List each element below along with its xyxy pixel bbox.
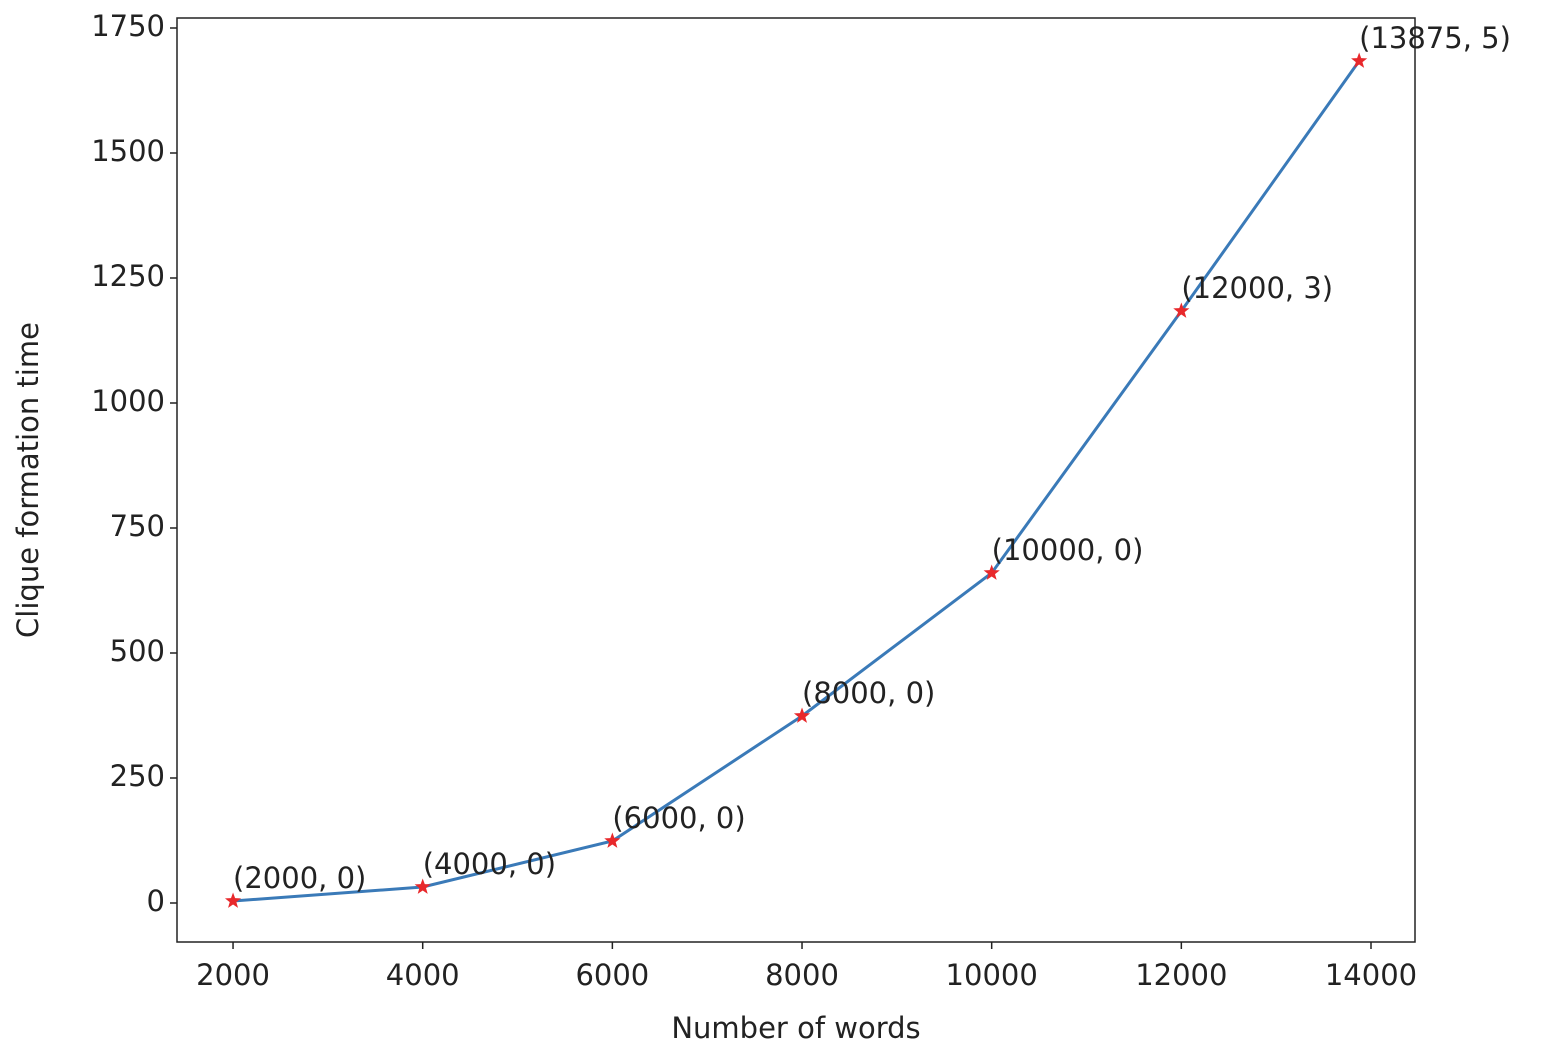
annotation: (12000, 3) [1181, 271, 1333, 305]
annotation: (6000, 0) [612, 801, 745, 835]
x-tick-label: 10000 [946, 958, 1038, 992]
y-tick-label: 1500 [91, 134, 165, 168]
annotation: (10000, 0) [992, 533, 1144, 567]
x-tick-label: 6000 [575, 958, 649, 992]
x-tick-label: 8000 [765, 958, 839, 992]
y-axis-label: Clique formation time [11, 322, 45, 638]
y-tick-label: 1000 [91, 384, 165, 418]
star-marker [1351, 52, 1368, 68]
annotation: (2000, 0) [233, 861, 366, 895]
y-tick-label: 250 [110, 759, 165, 793]
plot-frame [176, 17, 1416, 943]
annotation: (8000, 0) [802, 676, 935, 710]
x-tick-label: 2000 [196, 958, 270, 992]
star-marker [793, 707, 811, 723]
x-axis-label: Number of words [671, 1011, 920, 1045]
x-tick-label: 4000 [386, 958, 460, 992]
x-tick-label: 12000 [1135, 958, 1227, 992]
star-marker [1173, 302, 1190, 318]
x-tick-label: 14000 [1325, 958, 1417, 992]
star-marker [224, 892, 242, 908]
annotation: (13875, 5) [1359, 21, 1511, 55]
annotation: (4000, 0) [423, 847, 556, 881]
y-tick-label: 500 [110, 634, 165, 668]
y-tick-label: 0 [147, 884, 165, 918]
star-marker [414, 878, 431, 894]
data-line [232, 60, 1361, 903]
star-marker [604, 832, 621, 848]
y-tick-label: 1750 [91, 9, 165, 43]
y-tick-label: 750 [110, 509, 165, 543]
y-tick-label: 1250 [91, 259, 165, 293]
star-marker [983, 564, 1000, 580]
